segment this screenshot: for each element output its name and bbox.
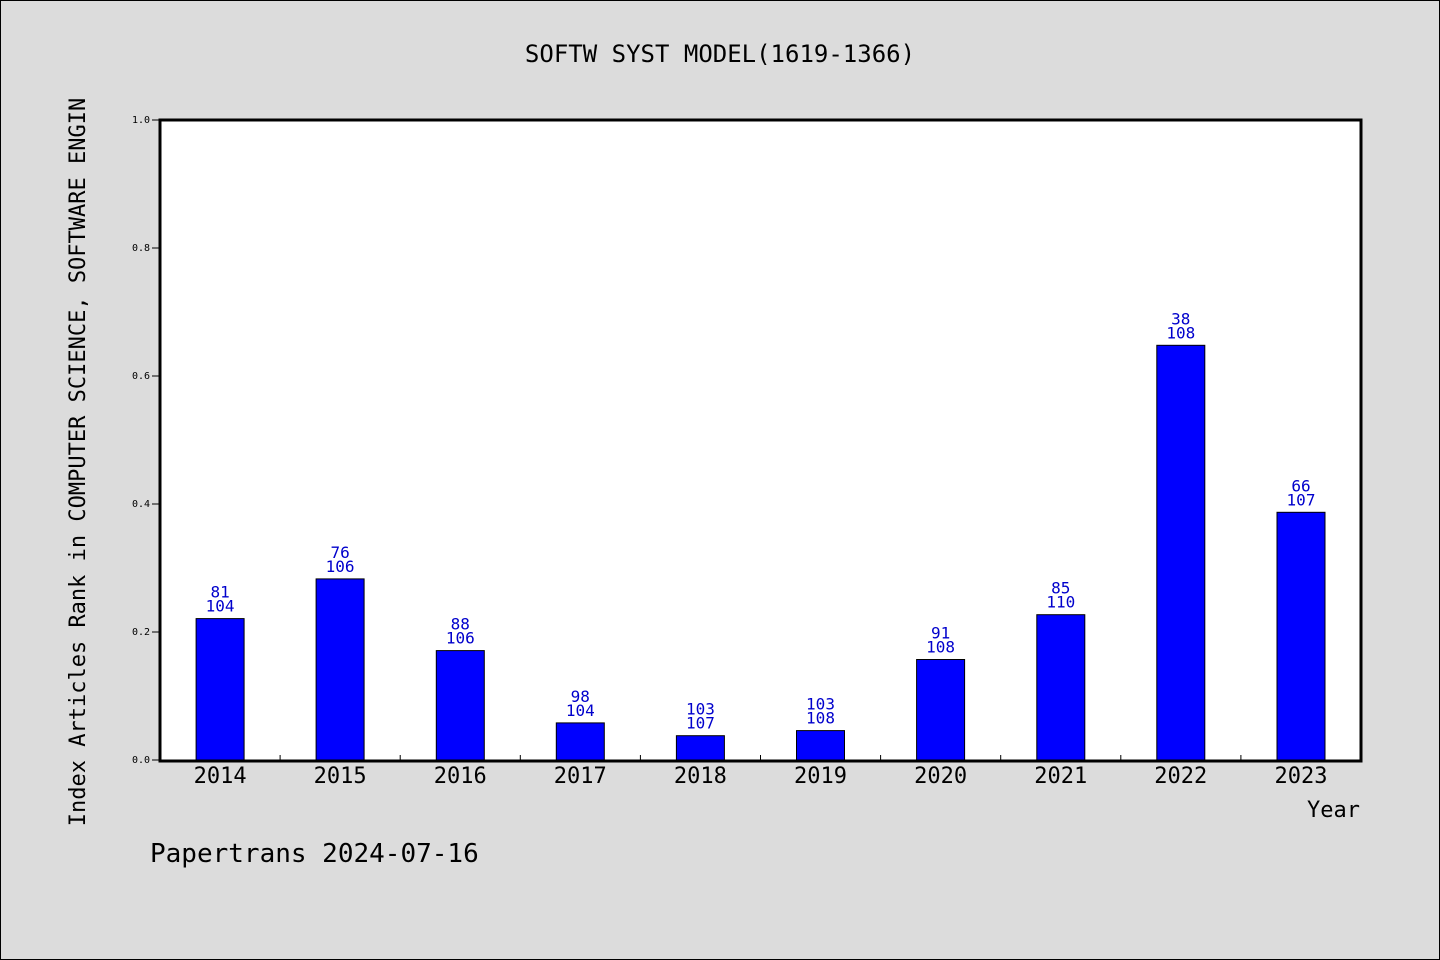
data-label-bottom-2017: 104: [566, 701, 595, 720]
data-label-top-2021: 85: [1051, 579, 1070, 598]
y-tick-label-0.2: 0.2: [132, 627, 150, 638]
data-label-bottom-2022: 108: [1166, 323, 1195, 342]
x-tick-label-2023: 2023: [1275, 764, 1328, 789]
data-label-top-2019: 103: [806, 695, 835, 714]
x-ticks-group: 2014 2015 2016 2017 2018 2019 2020 2021 2022 2023: [194, 755, 1328, 789]
data-label-top-2023: 66: [1291, 476, 1310, 495]
y-tick-label-1.0: 1.0: [132, 115, 150, 126]
x-tick-label-2015: 2015: [314, 764, 367, 789]
data-label-top-2020: 91: [931, 624, 950, 643]
data-label-top-2016: 88: [451, 615, 470, 634]
bar-2021: [1036, 614, 1086, 761]
chart-title: SOFTW SYST MODEL(1619-1366): [525, 40, 915, 68]
data-label-bottom-2019: 108: [806, 709, 835, 728]
bar-2023: [1276, 511, 1326, 761]
y-ticks-group: 0.0 0.2 0.4 0.6 0.8 1.0: [132, 115, 160, 766]
x-tick-label-2014: 2014: [194, 764, 247, 789]
y-tick-label-0.6: 0.6: [132, 371, 150, 382]
x-tick-label-2018: 2018: [674, 764, 727, 789]
x-tick-label-2016: 2016: [434, 764, 487, 789]
x-tick-label-2021: 2021: [1034, 764, 1087, 789]
bar-2016: [435, 650, 485, 761]
x-tick-label-2022: 2022: [1154, 764, 1207, 789]
data-label-bottom-2015: 106: [326, 557, 355, 576]
bar-2022: [1156, 344, 1206, 761]
data-label-top-2014: 81: [210, 583, 229, 602]
data-label-bottom-2021: 110: [1046, 593, 1075, 612]
data-label-bottom-2023: 107: [1287, 490, 1316, 509]
bar-2017: [555, 722, 605, 761]
bar-2019: [796, 730, 845, 761]
x-tick-label-2019: 2019: [794, 764, 847, 789]
data-label-bottom-2020: 108: [926, 638, 955, 657]
bars-group: [195, 344, 1326, 761]
x-tick-label-2017: 2017: [554, 764, 607, 789]
y-tick-label-0.0: 0.0: [132, 755, 150, 766]
x-axis-label: Year: [1307, 798, 1360, 823]
bar-2018: [675, 735, 725, 761]
bar-2020: [916, 659, 966, 761]
data-label-top-2015: 76: [330, 543, 349, 562]
data-label-top-2022: 38: [1171, 309, 1190, 328]
footer-text: Papertrans 2024-07-16: [150, 839, 479, 869]
data-label-bottom-2016: 106: [446, 629, 475, 648]
data-label-bottom-2018: 107: [686, 714, 715, 733]
data-label-bottom-2014: 104: [206, 597, 235, 616]
x-tick-label-2020: 2020: [914, 764, 967, 789]
data-label-top-2018: 103: [686, 700, 715, 719]
y-tick-label-0.4: 0.4: [132, 499, 150, 510]
y-tick-label-0.8: 0.8: [132, 243, 150, 254]
bar-2015: [315, 578, 365, 761]
data-label-top-2017: 98: [571, 687, 590, 706]
bar-2014: [195, 618, 245, 761]
y-axis-label: Index Articles Rank in COMPUTER SCIENCE,…: [66, 98, 91, 826]
